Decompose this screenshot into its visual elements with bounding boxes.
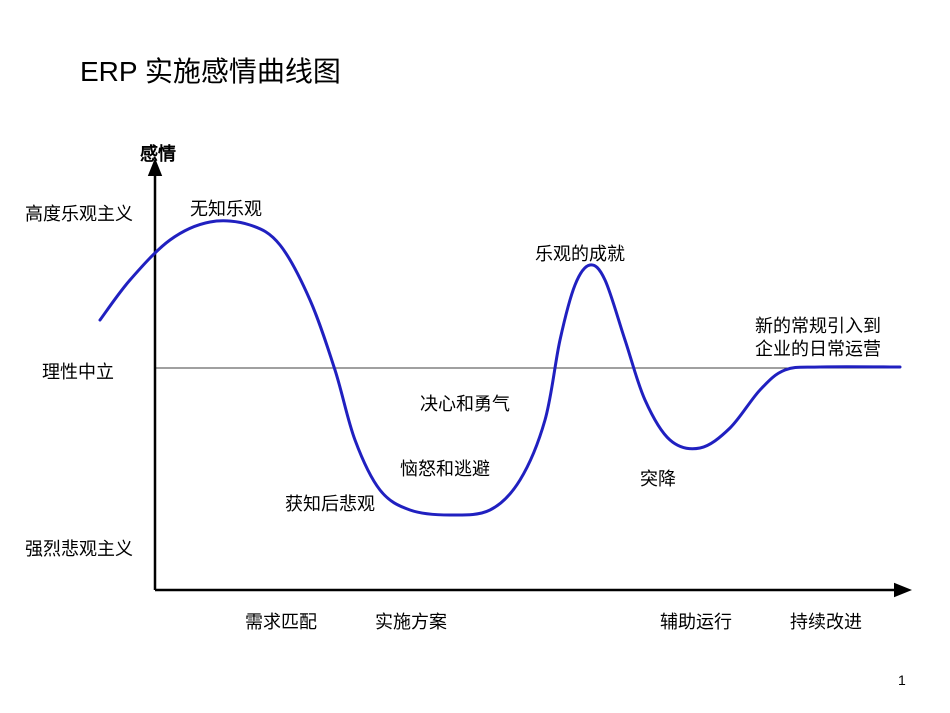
x-tick-label-3: 持续改进	[790, 608, 862, 634]
annotation-4: 乐观的成就	[535, 240, 625, 266]
annotation-2: 恼怒和逃避	[400, 455, 490, 481]
x-tick-label-1: 实施方案	[375, 608, 447, 634]
annotation-3: 决心和勇气	[420, 390, 510, 416]
annotation-6: 新的常规引入到企业的日常运营	[755, 315, 915, 362]
x-tick-label-2: 辅助运行	[660, 608, 732, 634]
y-level-label-2: 强烈悲观主义	[25, 535, 133, 561]
y-level-label-1: 理性中立	[42, 358, 114, 384]
annotation-5: 突降	[640, 465, 676, 491]
y-level-label-0: 高度乐观主义	[25, 200, 133, 226]
chart-title: ERP 实施感情曲线图	[80, 50, 341, 90]
x-tick-label-0: 需求匹配	[245, 608, 317, 634]
page-number: 1	[898, 672, 906, 688]
y-axis-label: 感情	[140, 140, 176, 166]
annotation-0: 无知乐观	[190, 195, 262, 221]
annotation-1: 获知后悲观	[285, 490, 375, 516]
